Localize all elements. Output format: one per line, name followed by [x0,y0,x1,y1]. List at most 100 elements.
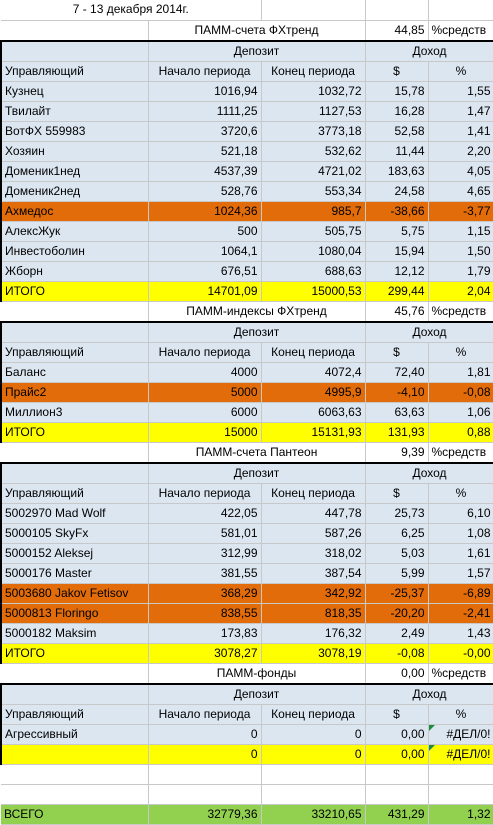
total-start[interactable]: 0 [148,744,262,765]
total-pct[interactable]: 2,04 [428,281,493,302]
pct-cell[interactable]: 1,15 [428,221,493,242]
section-title[interactable]: ПАММ-счета ФХтренд [148,20,366,41]
pct-cell[interactable]: 1,41 [428,121,493,142]
start-cell[interactable]: 1016,94 [148,81,262,102]
pct-cell[interactable]: -6,89 [428,583,493,604]
end-cell[interactable]: 505,75 [261,221,366,242]
usd-cell[interactable]: 11,44 [365,141,429,162]
total-usd[interactable]: 131,93 [365,422,429,443]
start-header[interactable]: Начало периода [148,61,262,82]
pct-header[interactable]: % [428,342,493,363]
cell[interactable] [0,682,149,705]
manager-cell[interactable]: Жборн [0,261,149,282]
start-cell[interactable]: 581,01 [148,523,262,544]
total-end[interactable]: 15131,93 [261,422,366,443]
cell[interactable] [148,784,262,805]
cell[interactable] [1,784,149,805]
cell[interactable] [261,784,366,805]
manager-cell[interactable]: 5003680 Jakov Fetisov [0,583,149,604]
total-label[interactable]: ИТОГО [0,281,149,302]
start-cell[interactable]: 0 [148,724,262,745]
end-cell[interactable]: 1080,04 [261,241,366,262]
usd-cell[interactable]: 12,12 [365,261,429,282]
total-label[interactable] [0,744,149,765]
start-cell[interactable]: 368,29 [148,583,262,604]
usd-cell[interactable]: 24,58 [365,181,429,202]
total-start[interactable]: 3078,27 [148,643,262,664]
end-cell[interactable]: 387,54 [261,563,366,584]
usd-cell[interactable]: 16,28 [365,101,429,122]
pct-cell[interactable]: 1,55 [428,81,493,102]
total-pct[interactable]: #ДЕЛ/0! [428,744,493,765]
manager-header[interactable]: Управляющий [0,61,149,82]
grand-total-end[interactable]: 33210,65 [261,804,366,825]
end-cell[interactable]: 318,02 [261,543,366,564]
manager-cell[interactable]: Инвестоболин [0,241,149,262]
start-header[interactable]: Начало периода [148,342,262,363]
cell[interactable] [1,442,149,463]
manager-cell[interactable]: Кузнец [0,81,149,102]
total-usd[interactable]: 299,44 [365,281,429,302]
pct-cell[interactable]: 1,08 [428,523,493,544]
usd-cell[interactable]: 72,40 [365,362,429,383]
start-cell[interactable]: 1024,36 [148,201,262,222]
manager-cell[interactable]: 5000152 Aleksej [0,543,149,564]
pct-cell[interactable]: 1,47 [428,101,493,122]
pct-cell[interactable]: 2,20 [428,141,493,162]
start-header[interactable]: Начало периода [148,483,262,504]
end-cell[interactable]: 6063,63 [261,402,366,423]
start-cell[interactable]: 5000 [148,382,262,403]
total-usd[interactable]: 0,00 [365,744,429,765]
pct-cell[interactable]: -2,41 [428,603,493,624]
pct-cell[interactable]: 1,06 [428,402,493,423]
end-cell[interactable]: 532,62 [261,141,366,162]
end-header[interactable]: Конец периода [261,483,366,504]
cell[interactable] [1,764,149,785]
total-label[interactable]: ИТОГО [0,422,149,443]
end-cell[interactable]: 1127,53 [261,101,366,122]
cell[interactable] [428,0,493,21]
end-cell[interactable]: 4721,02 [261,161,366,182]
usd-header[interactable]: $ [365,342,429,363]
cell[interactable] [428,764,493,785]
usd-cell[interactable]: 5,03 [365,543,429,564]
start-cell[interactable]: 1111,25 [148,101,262,122]
grand-total-pct[interactable]: 1,32 [428,804,493,825]
start-cell[interactable]: 1064,1 [148,241,262,262]
cell[interactable] [365,784,429,805]
end-cell[interactable]: 1032,72 [261,81,366,102]
manager-cell[interactable]: 5000105 SkyFx [0,523,149,544]
manager-cell[interactable]: Хозяин [0,141,149,162]
usd-header[interactable]: $ [365,704,429,725]
section-share-label[interactable]: %средств [428,20,493,41]
total-end[interactable]: 15000,53 [261,281,366,302]
usd-cell[interactable]: 0,00 [365,724,429,745]
deposit-header[interactable]: Депозит [148,461,366,484]
usd-cell[interactable]: 52,58 [365,121,429,142]
section-share[interactable]: 44,85 [365,20,429,41]
cell[interactable] [365,0,429,21]
usd-header[interactable]: $ [365,61,429,82]
end-cell[interactable]: 587,26 [261,523,366,544]
manager-cell[interactable]: Доменик1нед [0,161,149,182]
section-share[interactable]: 45,76 [365,301,429,322]
total-start[interactable]: 15000 [148,422,262,443]
usd-cell[interactable]: 2,49 [365,623,429,644]
start-header[interactable]: Начало периода [148,704,262,725]
usd-cell[interactable]: 63,63 [365,402,429,423]
end-cell[interactable]: 447,78 [261,503,366,524]
end-cell[interactable]: 553,34 [261,181,366,202]
total-label[interactable]: ИТОГО [0,643,149,664]
section-title[interactable]: ПАММ-счета Пантеон [148,442,366,463]
manager-cell[interactable]: 5000182 Maksim [0,623,149,644]
usd-cell[interactable]: -38,66 [365,201,429,222]
cell[interactable] [261,0,366,21]
usd-cell[interactable]: 5,75 [365,221,429,242]
manager-cell[interactable]: 5000813 Floringo [0,603,149,624]
cell[interactable] [365,764,429,785]
manager-cell[interactable]: Баланс [0,362,149,383]
section-share[interactable]: 9,39 [365,442,429,463]
cell[interactable] [1,301,149,322]
usd-cell[interactable]: 6,25 [365,523,429,544]
grand-total-label[interactable]: ВСЕГО [1,804,149,825]
